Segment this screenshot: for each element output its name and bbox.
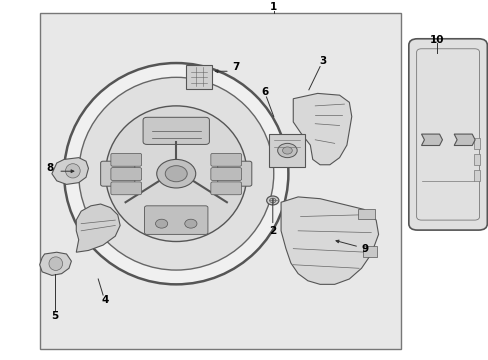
- FancyBboxPatch shape: [473, 154, 479, 165]
- Text: 1: 1: [269, 2, 277, 12]
- FancyBboxPatch shape: [210, 168, 241, 180]
- Ellipse shape: [157, 159, 195, 188]
- Polygon shape: [40, 252, 71, 275]
- Ellipse shape: [105, 106, 246, 242]
- Polygon shape: [421, 134, 442, 145]
- FancyBboxPatch shape: [357, 209, 374, 219]
- Text: 6: 6: [261, 87, 268, 97]
- Text: 2: 2: [268, 226, 276, 236]
- FancyBboxPatch shape: [268, 134, 305, 167]
- Ellipse shape: [64, 63, 288, 284]
- Text: 4: 4: [102, 296, 109, 305]
- FancyBboxPatch shape: [210, 153, 241, 166]
- FancyBboxPatch shape: [473, 138, 479, 149]
- FancyBboxPatch shape: [210, 182, 241, 195]
- FancyBboxPatch shape: [111, 153, 142, 166]
- Text: 3: 3: [318, 56, 325, 66]
- Ellipse shape: [79, 77, 273, 270]
- FancyBboxPatch shape: [111, 168, 142, 180]
- Polygon shape: [293, 93, 351, 165]
- FancyBboxPatch shape: [144, 206, 207, 234]
- FancyBboxPatch shape: [101, 161, 135, 186]
- Text: 5: 5: [52, 311, 59, 321]
- FancyBboxPatch shape: [217, 161, 251, 186]
- Ellipse shape: [65, 164, 80, 178]
- Ellipse shape: [269, 198, 275, 203]
- Text: 7: 7: [232, 62, 240, 72]
- Text: 9: 9: [361, 244, 368, 255]
- FancyBboxPatch shape: [143, 117, 209, 144]
- Ellipse shape: [49, 257, 62, 270]
- FancyBboxPatch shape: [473, 170, 479, 181]
- FancyBboxPatch shape: [408, 39, 487, 230]
- FancyBboxPatch shape: [362, 246, 376, 257]
- Ellipse shape: [184, 219, 197, 228]
- Ellipse shape: [155, 219, 167, 228]
- Polygon shape: [453, 134, 474, 145]
- Ellipse shape: [277, 143, 297, 158]
- Ellipse shape: [165, 166, 187, 182]
- Polygon shape: [52, 158, 88, 184]
- FancyBboxPatch shape: [111, 182, 142, 195]
- Text: 8: 8: [46, 163, 53, 174]
- FancyBboxPatch shape: [186, 65, 212, 90]
- Polygon shape: [76, 204, 120, 252]
- Text: 10: 10: [429, 35, 444, 45]
- Ellipse shape: [282, 147, 292, 154]
- Polygon shape: [281, 197, 378, 284]
- Bar: [40, 13, 400, 348]
- Ellipse shape: [266, 196, 278, 205]
